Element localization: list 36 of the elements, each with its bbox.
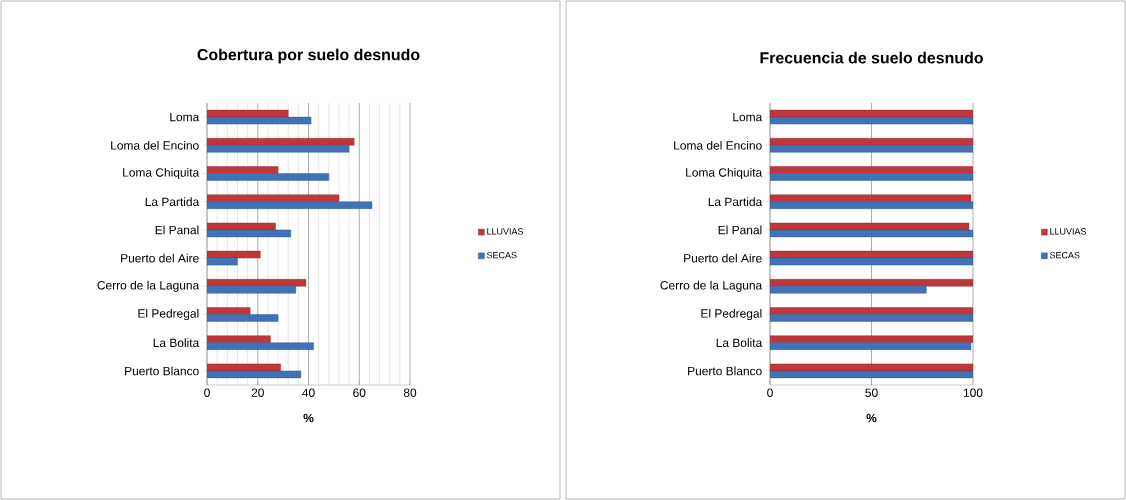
- y-tick-label: El Pedregal: [701, 308, 762, 321]
- y-tick-label: Cerro de la Laguna: [660, 280, 763, 292]
- y-tick-label: Puerto del Aire: [684, 253, 762, 263]
- chart-title: Cobertura por suelo desnudo: [197, 48, 420, 64]
- x-tick-label: 0: [767, 388, 773, 397]
- y-tick-label: Loma: [733, 112, 763, 122]
- y-tick-label: Puerto del Aire: [121, 253, 199, 263]
- y-tick-label: El Panal: [718, 225, 762, 235]
- y-tick-label: El Panal: [155, 225, 199, 235]
- x-tick-label: 40: [302, 388, 315, 397]
- y-tick-label: La Bolita: [716, 338, 763, 348]
- x-tick-label: 80: [403, 388, 417, 397]
- legend-label: LLUVIAS: [487, 228, 524, 235]
- x-axis-title: %: [303, 413, 314, 423]
- chart-title: Frecuencia de suelo desnudo: [760, 51, 983, 64]
- y-tick-label: Puerto Blanco: [688, 366, 762, 376]
- y-tick-label: Cerro de la Laguna: [97, 280, 200, 292]
- y-tick-label: Loma del Encino: [111, 140, 199, 150]
- y-tick-label: Loma Chiquita: [686, 167, 763, 180]
- y-tick-label: El Pedregal: [138, 308, 199, 321]
- y-tick-label: Loma del Encino: [674, 140, 762, 150]
- x-tick-label: 20: [251, 388, 264, 397]
- y-tick-label: Puerto Blanco: [125, 366, 199, 376]
- x-tick-label: 60: [353, 388, 366, 397]
- y-tick-label: Loma: [170, 112, 200, 122]
- x-tick-label: 0: [204, 388, 210, 397]
- y-tick-label: La Bolita: [153, 338, 200, 348]
- legend-label: LLUVIAS: [1050, 228, 1087, 235]
- x-tick-label: 100: [963, 388, 983, 397]
- legend-label: SECAS: [1049, 251, 1080, 259]
- legend-label: SECAS: [486, 251, 517, 259]
- x-axis-title: %: [866, 413, 877, 423]
- y-tick-label: La Partida: [145, 197, 200, 207]
- y-tick-label: La Partida: [708, 197, 763, 207]
- x-tick-label: 50: [865, 388, 878, 397]
- y-tick-label: Loma Chiquita: [123, 167, 200, 180]
